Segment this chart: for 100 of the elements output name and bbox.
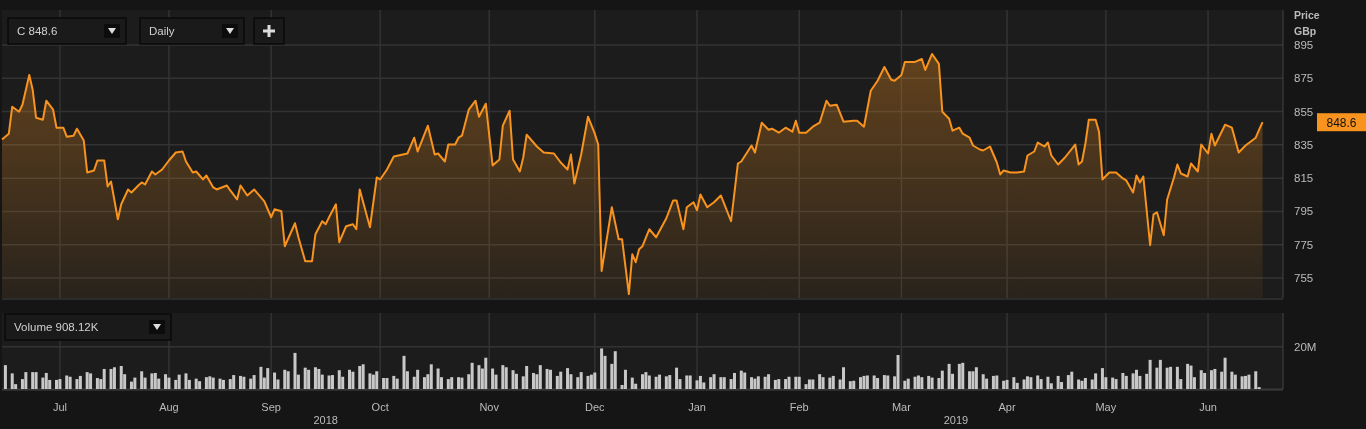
bar [600, 348, 604, 389]
bar [307, 369, 311, 389]
bar [732, 372, 736, 389]
bar [1066, 375, 1070, 389]
bar [589, 374, 593, 389]
bar [65, 375, 69, 389]
bar [1189, 365, 1193, 389]
y-tick-label: 20M [1294, 340, 1317, 353]
bar [719, 377, 723, 389]
bar [940, 370, 944, 389]
bar [828, 377, 832, 389]
bar [194, 378, 198, 389]
bar [1203, 372, 1207, 389]
bar [961, 362, 965, 389]
bar [545, 368, 549, 389]
bar [327, 375, 331, 389]
bar [164, 374, 168, 389]
bar [140, 371, 144, 389]
bar [337, 370, 341, 389]
bar [133, 377, 137, 389]
bar [252, 375, 256, 389]
bar [358, 365, 362, 389]
bar [538, 365, 542, 389]
bar [58, 379, 62, 389]
bar [75, 379, 79, 389]
bar [477, 365, 481, 389]
annotation: Volume 908.12K [14, 321, 99, 333]
bar [623, 369, 627, 389]
bar [1114, 379, 1118, 389]
bar [750, 377, 754, 389]
bar [221, 379, 225, 389]
bar [784, 379, 788, 389]
bar [831, 375, 835, 389]
bar [119, 365, 123, 389]
bar [232, 375, 236, 389]
y-tick-label: 815 [1294, 172, 1314, 185]
bar [371, 374, 375, 389]
bar [668, 375, 672, 389]
x-tick-label: Oct [371, 401, 389, 413]
bar [1131, 373, 1135, 389]
bar [842, 367, 846, 389]
y-tick-label: 795 [1294, 205, 1314, 218]
bar [991, 375, 995, 389]
bar [174, 379, 178, 389]
bar [753, 378, 757, 389]
bar [903, 380, 907, 389]
x-tick-label: Aug [159, 401, 179, 413]
bar [1233, 374, 1237, 389]
bar [44, 372, 48, 389]
bar [501, 365, 505, 389]
bar [743, 372, 747, 389]
bar [375, 371, 379, 389]
bar [777, 379, 781, 389]
bar [688, 375, 692, 389]
bar [811, 379, 815, 389]
bar [647, 375, 651, 389]
bar [995, 375, 999, 389]
bar [1199, 370, 1203, 389]
annotation: C 848.6 [17, 25, 58, 37]
bar [722, 377, 726, 389]
bar [947, 363, 951, 389]
bar [293, 352, 297, 389]
y-tick-label: 775 [1294, 238, 1314, 251]
bar [89, 373, 93, 389]
bar [129, 381, 133, 389]
y-axis-title: Price GBp [1294, 9, 1320, 37]
bar [228, 379, 232, 389]
bar [664, 376, 668, 389]
bar [882, 375, 886, 389]
bar [862, 375, 866, 389]
bar [797, 376, 801, 389]
x-tick-label: May [1095, 401, 1117, 413]
bar [709, 377, 713, 389]
bar [804, 384, 808, 389]
bar [1247, 374, 1251, 389]
bar [286, 371, 290, 389]
bar [1148, 359, 1152, 389]
bar [457, 377, 461, 389]
bar [756, 376, 760, 389]
bar [153, 372, 157, 389]
bar [208, 376, 212, 389]
bar [1070, 371, 1074, 389]
bar [368, 373, 372, 389]
bar [957, 363, 961, 389]
bar [303, 367, 307, 389]
bar [586, 375, 590, 389]
bar [184, 373, 188, 389]
bar [102, 368, 106, 389]
bar [981, 374, 985, 389]
bar [31, 372, 35, 389]
bar [1240, 376, 1244, 389]
bar [985, 378, 989, 389]
bar [773, 379, 777, 389]
bar [1012, 377, 1016, 389]
bar [1244, 375, 1248, 389]
bar [641, 374, 644, 389]
bar [807, 379, 811, 389]
bar [821, 377, 825, 389]
bar [1083, 378, 1087, 389]
bar [712, 374, 716, 389]
